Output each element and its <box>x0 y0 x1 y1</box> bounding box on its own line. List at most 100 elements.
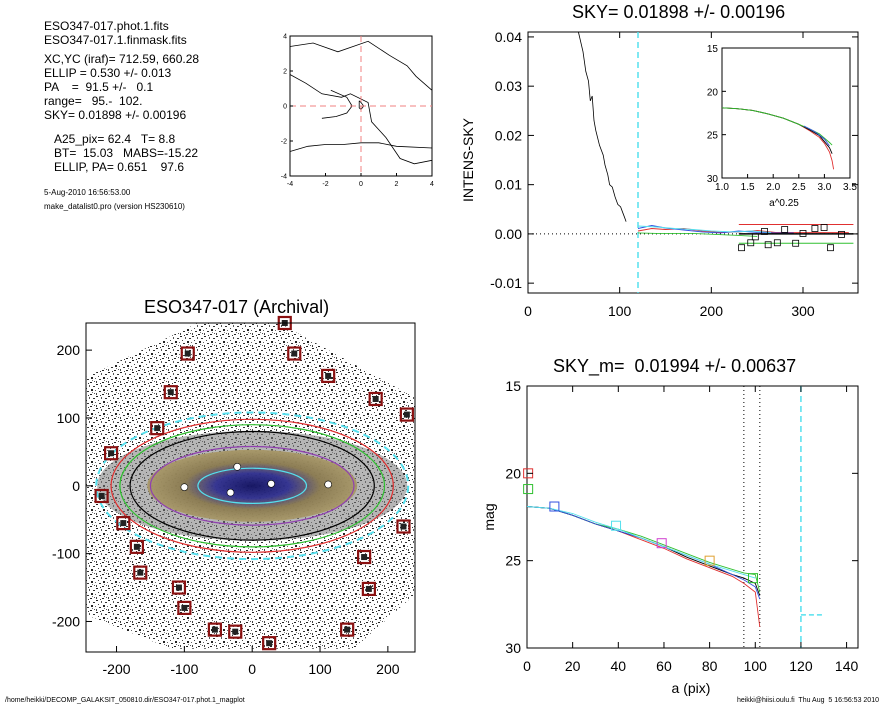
sky-sample-square <box>751 233 759 241</box>
inset-frame <box>721 47 851 179</box>
pa-label: PA = 91.5 +/- 0.1 <box>44 80 154 94</box>
sky-fit-x-tick-label: 200 <box>700 303 724 319</box>
mask-square-fill <box>98 492 105 499</box>
sky-sample-square <box>799 230 807 237</box>
inset-x-tick-label: 2.5 <box>792 182 806 193</box>
sky-fit-y-axis-label: INTENS-SKY <box>460 117 476 202</box>
galaxy-x-tick-label: -100 <box>170 661 198 677</box>
sky-sample-square <box>773 239 781 247</box>
isophote-ellipse-3 <box>129 430 375 541</box>
mask-square-fill <box>120 520 127 527</box>
galaxy-image-title: ESO347-017 (Archival) <box>144 297 330 317</box>
galaxy-x-tick-label: 200 <box>376 661 400 677</box>
mag-x-tick-label: 20 <box>565 658 581 674</box>
mask-square-fill <box>344 626 351 633</box>
inset-y-tick-label: 15 <box>707 44 719 55</box>
mag-profile-title: SKY_m= 0.01994 +/- 0.00637 <box>553 356 797 376</box>
inset-x-tick-label: 2.0 <box>766 182 780 193</box>
mask-square-fill <box>175 584 182 591</box>
ellip-pa-label: ELLIP, PA= 0.651 97.6 <box>54 160 184 174</box>
mag-marker-square <box>523 484 534 495</box>
isophote-ellipse-2 <box>119 424 386 548</box>
mask-square <box>321 368 336 384</box>
sky-sample-square <box>820 224 828 231</box>
program-label: make_datalist0.pro (version HS230610) <box>44 202 185 211</box>
star-marker <box>267 479 275 488</box>
footer-path: /home/heikki/DECOMP_GALAKSIT_050810.dir/… <box>5 697 245 704</box>
mag-series-line-4 <box>526 506 756 579</box>
isophote-ellipse-4 <box>149 445 355 526</box>
mag-profile-frame <box>526 385 859 649</box>
isophote-ellipse-1 <box>110 418 394 553</box>
mag-y-tick-label: 30 <box>505 640 521 656</box>
sky-fit-title: SKY= 0.01898 +/- 0.00196 <box>572 2 786 22</box>
mag-x-tick-label: 140 <box>835 658 859 674</box>
contour-y-tick-label: -4 <box>281 174 287 181</box>
sky-sample-square <box>811 225 819 232</box>
mask-square <box>399 407 414 422</box>
mag-x-tick-label: 60 <box>656 658 672 674</box>
contour-x-tick-label: -2 <box>322 181 328 188</box>
sky-series-line-2 <box>637 225 771 233</box>
contour-line <box>289 40 433 91</box>
mask-square <box>150 421 165 436</box>
sky-sample-square <box>761 228 768 235</box>
mask-file-label: ESO347-017.1.finmask.fits <box>44 33 187 47</box>
mask-square-fill <box>403 411 410 418</box>
mask-square-fill <box>154 425 161 432</box>
mag-y-tick-label: 20 <box>505 465 521 481</box>
intensity-profile-line <box>578 31 627 222</box>
galaxy-x-tick-label: -200 <box>103 661 131 677</box>
mag-series-line-2 <box>526 506 761 593</box>
inset-x-tick-label: 1.0 <box>715 182 729 193</box>
mask-square-fill <box>184 350 191 357</box>
contour-line <box>358 100 365 111</box>
contour-x-tick-label: 2 <box>395 181 399 188</box>
mask-square-fill <box>365 585 372 592</box>
a25-label: A25_pix= 62.4 T= 8.8 <box>54 132 176 146</box>
mask-square <box>177 600 192 616</box>
mask-square <box>94 488 109 504</box>
contour-y-tick-label: 2 <box>283 69 287 76</box>
sky-sample-square <box>838 230 845 238</box>
star-marker <box>233 463 242 471</box>
mask-square <box>207 622 222 637</box>
sky-sample-square <box>747 239 755 247</box>
contour-x-tick-label: -4 <box>287 181 293 188</box>
mask-square <box>103 446 119 461</box>
galaxy-y-tick-label: -200 <box>52 613 80 629</box>
mag-y-axis-label: mag <box>481 503 497 530</box>
mask-square-fill <box>400 523 407 530</box>
mask-square <box>133 565 148 580</box>
ellip-label: ELLIP = 0.530 +/- 0.013 <box>44 66 172 80</box>
mask-square-fill <box>372 395 379 402</box>
mag-marker-square <box>656 538 667 549</box>
mask-square-fill <box>108 450 115 457</box>
bt-label: BT= 15.03 MABS=-15.22 <box>54 146 199 160</box>
range-label: range= 95.- 102. <box>44 94 143 108</box>
contour-y-tick-label: 4 <box>283 34 287 41</box>
mask-square-fill <box>167 389 174 396</box>
mask-square <box>180 346 195 361</box>
mask-square-fill <box>232 628 239 635</box>
sky-fit-y-tick-label: 0.04 <box>495 29 522 45</box>
sky-fit-x-tick-label: 0 <box>524 303 532 319</box>
contour-x-tick-label: 4 <box>430 181 434 188</box>
mag-x-tick-label: 120 <box>789 658 813 674</box>
mask-square-fill <box>181 604 188 611</box>
date-label: 5-Aug-2010 16:56:53.00 <box>44 188 131 197</box>
sky-sample-square <box>764 241 772 249</box>
footer-user-date: heikki@hiisi.oulu.fi Thu Aug 5 16:56:53 … <box>736 697 879 704</box>
inset-y-tick-label: 20 <box>707 87 719 98</box>
galaxy-x-tick-label: 0 <box>248 661 256 677</box>
inset-series-line-2 <box>721 107 833 146</box>
mask-square-fill <box>266 640 273 647</box>
mag-series-line-3 <box>526 506 761 600</box>
galaxy-x-tick-label: 100 <box>308 661 332 677</box>
inset-x-tick-label: 3.0 <box>817 182 831 193</box>
mask-square-fill <box>291 350 298 357</box>
sky-sample-square <box>827 244 834 252</box>
sky-fit-y-tick-label: 0.01 <box>495 177 522 193</box>
mask-square-fill <box>211 626 218 633</box>
inset-x-axis-label: a^0.25 <box>769 198 799 209</box>
